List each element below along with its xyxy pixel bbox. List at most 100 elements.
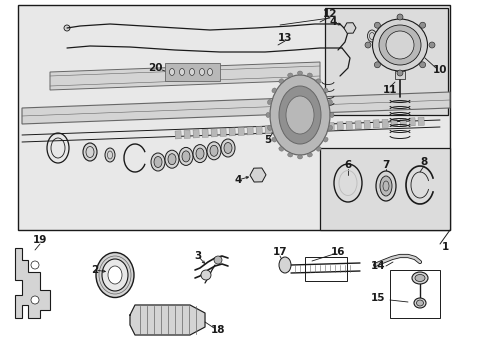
- Ellipse shape: [287, 73, 292, 77]
- Text: 19: 19: [33, 235, 47, 245]
- Ellipse shape: [206, 142, 221, 160]
- Text: 12: 12: [322, 9, 337, 19]
- Ellipse shape: [169, 68, 174, 76]
- Bar: [18, 5, 449, 230]
- Ellipse shape: [168, 154, 176, 165]
- Ellipse shape: [267, 126, 271, 130]
- Ellipse shape: [269, 75, 329, 155]
- Bar: [417, 117, 424, 126]
- Text: 15: 15: [370, 293, 385, 303]
- Bar: [319, 148, 449, 230]
- Bar: [394, 71, 404, 79]
- Ellipse shape: [372, 19, 427, 71]
- Bar: [399, 118, 406, 126]
- Circle shape: [31, 296, 39, 304]
- Ellipse shape: [379, 176, 391, 196]
- Ellipse shape: [182, 151, 190, 162]
- Ellipse shape: [279, 257, 290, 273]
- Bar: [336, 122, 343, 130]
- Ellipse shape: [189, 68, 194, 76]
- Bar: [346, 121, 351, 130]
- Bar: [318, 123, 325, 131]
- Ellipse shape: [154, 157, 162, 167]
- Text: 4: 4: [234, 175, 241, 185]
- Text: 20: 20: [147, 63, 162, 73]
- Circle shape: [64, 25, 70, 31]
- Ellipse shape: [267, 100, 271, 104]
- Ellipse shape: [199, 68, 204, 76]
- Ellipse shape: [385, 31, 413, 59]
- Ellipse shape: [328, 126, 332, 130]
- Bar: [164, 63, 220, 81]
- Bar: [363, 120, 369, 129]
- Ellipse shape: [209, 145, 218, 156]
- Text: 14: 14: [370, 261, 385, 271]
- Ellipse shape: [179, 147, 193, 165]
- Ellipse shape: [287, 153, 292, 157]
- Ellipse shape: [413, 298, 425, 308]
- Bar: [390, 119, 396, 127]
- Ellipse shape: [297, 155, 302, 159]
- Ellipse shape: [323, 88, 327, 93]
- Text: 11: 11: [382, 85, 396, 95]
- Ellipse shape: [224, 143, 231, 153]
- Ellipse shape: [297, 71, 302, 75]
- Ellipse shape: [265, 113, 269, 117]
- Ellipse shape: [416, 300, 423, 306]
- Text: 7: 7: [382, 160, 389, 170]
- Bar: [301, 124, 306, 132]
- Bar: [183, 130, 190, 139]
- Text: 10: 10: [432, 65, 447, 75]
- Ellipse shape: [105, 148, 115, 162]
- Bar: [305, 257, 346, 281]
- Ellipse shape: [196, 148, 203, 159]
- Text: 6: 6: [344, 160, 351, 170]
- Circle shape: [396, 14, 402, 20]
- Ellipse shape: [164, 150, 179, 168]
- Bar: [256, 126, 262, 135]
- Circle shape: [374, 62, 380, 68]
- Bar: [246, 127, 253, 135]
- Circle shape: [214, 256, 222, 264]
- Text: 16: 16: [330, 247, 345, 257]
- Circle shape: [374, 22, 380, 28]
- Ellipse shape: [108, 266, 122, 284]
- Text: 8: 8: [420, 157, 427, 167]
- Bar: [291, 124, 298, 132]
- Ellipse shape: [316, 147, 321, 151]
- Text: 1: 1: [441, 242, 447, 252]
- Ellipse shape: [179, 68, 184, 76]
- Ellipse shape: [83, 143, 97, 161]
- Ellipse shape: [102, 259, 128, 291]
- Ellipse shape: [271, 88, 276, 93]
- Ellipse shape: [307, 153, 312, 157]
- Ellipse shape: [323, 138, 327, 142]
- Ellipse shape: [414, 274, 424, 282]
- Ellipse shape: [278, 147, 283, 151]
- Ellipse shape: [329, 113, 333, 117]
- Bar: [175, 131, 181, 139]
- Bar: [309, 123, 316, 131]
- Text: 4: 4: [328, 17, 336, 27]
- Text: 17: 17: [272, 247, 287, 257]
- Ellipse shape: [328, 100, 332, 104]
- Bar: [264, 126, 271, 134]
- Text: 9: 9: [314, 90, 321, 100]
- Ellipse shape: [279, 86, 320, 144]
- Bar: [408, 118, 414, 126]
- Text: 3: 3: [194, 251, 201, 261]
- Bar: [202, 129, 208, 138]
- Text: 18: 18: [210, 325, 225, 335]
- Ellipse shape: [285, 96, 313, 134]
- Bar: [325, 8, 447, 115]
- Text: 2: 2: [91, 265, 99, 275]
- Bar: [372, 120, 379, 128]
- Ellipse shape: [221, 139, 235, 157]
- Bar: [273, 125, 280, 134]
- Polygon shape: [130, 305, 204, 335]
- Ellipse shape: [411, 272, 427, 284]
- Ellipse shape: [151, 153, 164, 171]
- Circle shape: [419, 62, 425, 68]
- Ellipse shape: [307, 73, 312, 77]
- Polygon shape: [50, 62, 319, 90]
